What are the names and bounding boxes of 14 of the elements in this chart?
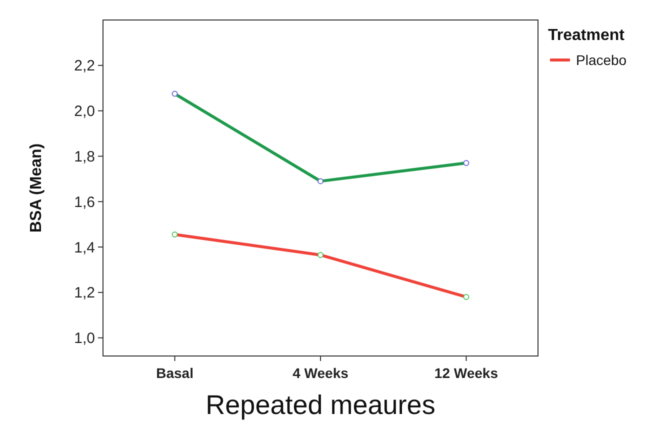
y-tick-label: 1,8 [74,148,95,166]
y-tick-label: 1,0 [74,330,95,348]
x-axis-title: Repeated meaures [206,390,436,420]
x-tick-label: 12 Weeks [434,365,498,381]
y-tick-label: 1,2 [74,284,95,302]
x-tick-label: 4 Weeks [292,365,349,381]
y-axis-title: BSA (Mean) [28,143,45,233]
x-tick-label: Basal [156,365,194,381]
y-tick-label: 2,0 [74,103,95,120]
legend-title: Treatment [548,27,626,44]
y-tick-label: 1,4 [74,239,95,256]
legend-label: Placebo [576,52,627,68]
y-tick-label: 1,6 [74,194,95,211]
y-tick-label: 2,2 [74,58,95,75]
